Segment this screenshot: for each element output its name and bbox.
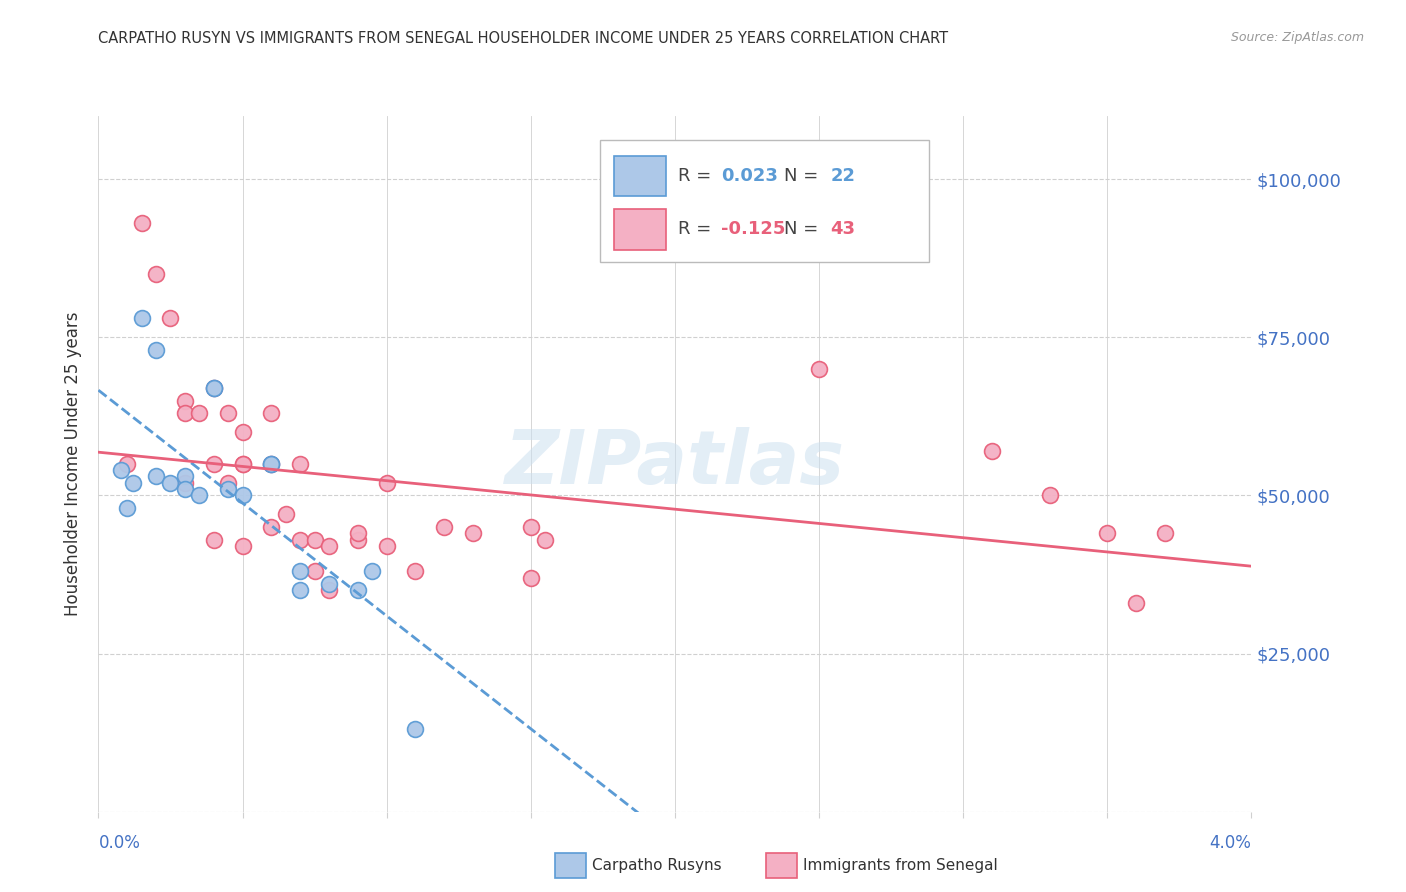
Point bbox=[202, 381, 225, 395]
Point bbox=[1153, 526, 1175, 541]
Text: Source: ZipAtlas.com: Source: ZipAtlas.com bbox=[1230, 31, 1364, 45]
Point bbox=[202, 457, 225, 471]
Point bbox=[346, 526, 368, 541]
Text: Immigrants from Senegal: Immigrants from Senegal bbox=[803, 858, 998, 872]
Point bbox=[260, 457, 283, 471]
Point bbox=[145, 267, 167, 281]
Point bbox=[122, 475, 145, 490]
Text: N =: N = bbox=[785, 220, 818, 238]
Point bbox=[260, 457, 283, 471]
Point bbox=[375, 539, 398, 553]
Point bbox=[405, 565, 427, 579]
Point bbox=[217, 406, 239, 420]
Point bbox=[260, 457, 283, 471]
Point bbox=[304, 565, 326, 579]
Point bbox=[1038, 488, 1062, 502]
Point bbox=[110, 463, 132, 477]
Point bbox=[520, 520, 543, 534]
Text: -0.125: -0.125 bbox=[721, 220, 786, 238]
Point bbox=[231, 539, 254, 553]
FancyBboxPatch shape bbox=[600, 140, 928, 262]
Point bbox=[145, 469, 167, 483]
Point bbox=[318, 539, 340, 553]
Point bbox=[290, 457, 312, 471]
Point bbox=[361, 565, 384, 579]
Point bbox=[131, 217, 153, 231]
Point bbox=[188, 406, 211, 420]
Point bbox=[202, 533, 225, 547]
Point bbox=[159, 311, 181, 326]
Text: 43: 43 bbox=[831, 220, 855, 238]
Point bbox=[231, 457, 254, 471]
Point bbox=[260, 406, 283, 420]
Point bbox=[188, 488, 211, 502]
Point bbox=[117, 457, 139, 471]
Point bbox=[290, 533, 312, 547]
Point bbox=[1097, 526, 1119, 541]
Point bbox=[807, 362, 830, 376]
Point bbox=[534, 533, 557, 547]
Text: CARPATHO RUSYN VS IMMIGRANTS FROM SENEGAL HOUSEHOLDER INCOME UNDER 25 YEARS CORR: CARPATHO RUSYN VS IMMIGRANTS FROM SENEGA… bbox=[98, 31, 949, 46]
Point bbox=[433, 520, 456, 534]
Point bbox=[202, 381, 225, 395]
Point bbox=[217, 482, 239, 496]
Point bbox=[346, 583, 368, 598]
Point bbox=[202, 381, 225, 395]
Text: ZIPatlas: ZIPatlas bbox=[505, 427, 845, 500]
Point bbox=[461, 526, 484, 541]
Text: 0.023: 0.023 bbox=[721, 168, 778, 186]
Point bbox=[174, 482, 197, 496]
Point bbox=[231, 425, 254, 440]
Point bbox=[231, 457, 254, 471]
Point bbox=[304, 533, 326, 547]
Point bbox=[274, 508, 297, 522]
Point bbox=[145, 343, 167, 357]
Point bbox=[131, 311, 153, 326]
Text: R =: R = bbox=[678, 168, 711, 186]
Point bbox=[318, 583, 340, 598]
Point bbox=[174, 393, 197, 408]
Point bbox=[174, 475, 197, 490]
Text: R =: R = bbox=[678, 220, 711, 238]
Text: N =: N = bbox=[785, 168, 818, 186]
Y-axis label: Householder Income Under 25 years: Householder Income Under 25 years bbox=[65, 311, 83, 616]
Point bbox=[174, 406, 197, 420]
Point bbox=[174, 469, 197, 483]
Point bbox=[231, 488, 254, 502]
Point bbox=[981, 444, 1004, 458]
Text: 4.0%: 4.0% bbox=[1209, 834, 1251, 852]
Point bbox=[1125, 596, 1147, 610]
Point bbox=[520, 571, 543, 585]
Point bbox=[318, 577, 340, 591]
Point bbox=[290, 565, 312, 579]
FancyBboxPatch shape bbox=[614, 155, 665, 196]
Text: 22: 22 bbox=[831, 168, 855, 186]
Text: Carpatho Rusyns: Carpatho Rusyns bbox=[592, 858, 721, 872]
FancyBboxPatch shape bbox=[614, 210, 665, 250]
Point bbox=[117, 501, 139, 516]
Point bbox=[290, 583, 312, 598]
Text: 0.0%: 0.0% bbox=[98, 834, 141, 852]
Point bbox=[159, 475, 181, 490]
Point bbox=[346, 533, 368, 547]
Point bbox=[375, 475, 398, 490]
Point bbox=[217, 475, 239, 490]
Point bbox=[260, 520, 283, 534]
Point bbox=[405, 723, 427, 737]
